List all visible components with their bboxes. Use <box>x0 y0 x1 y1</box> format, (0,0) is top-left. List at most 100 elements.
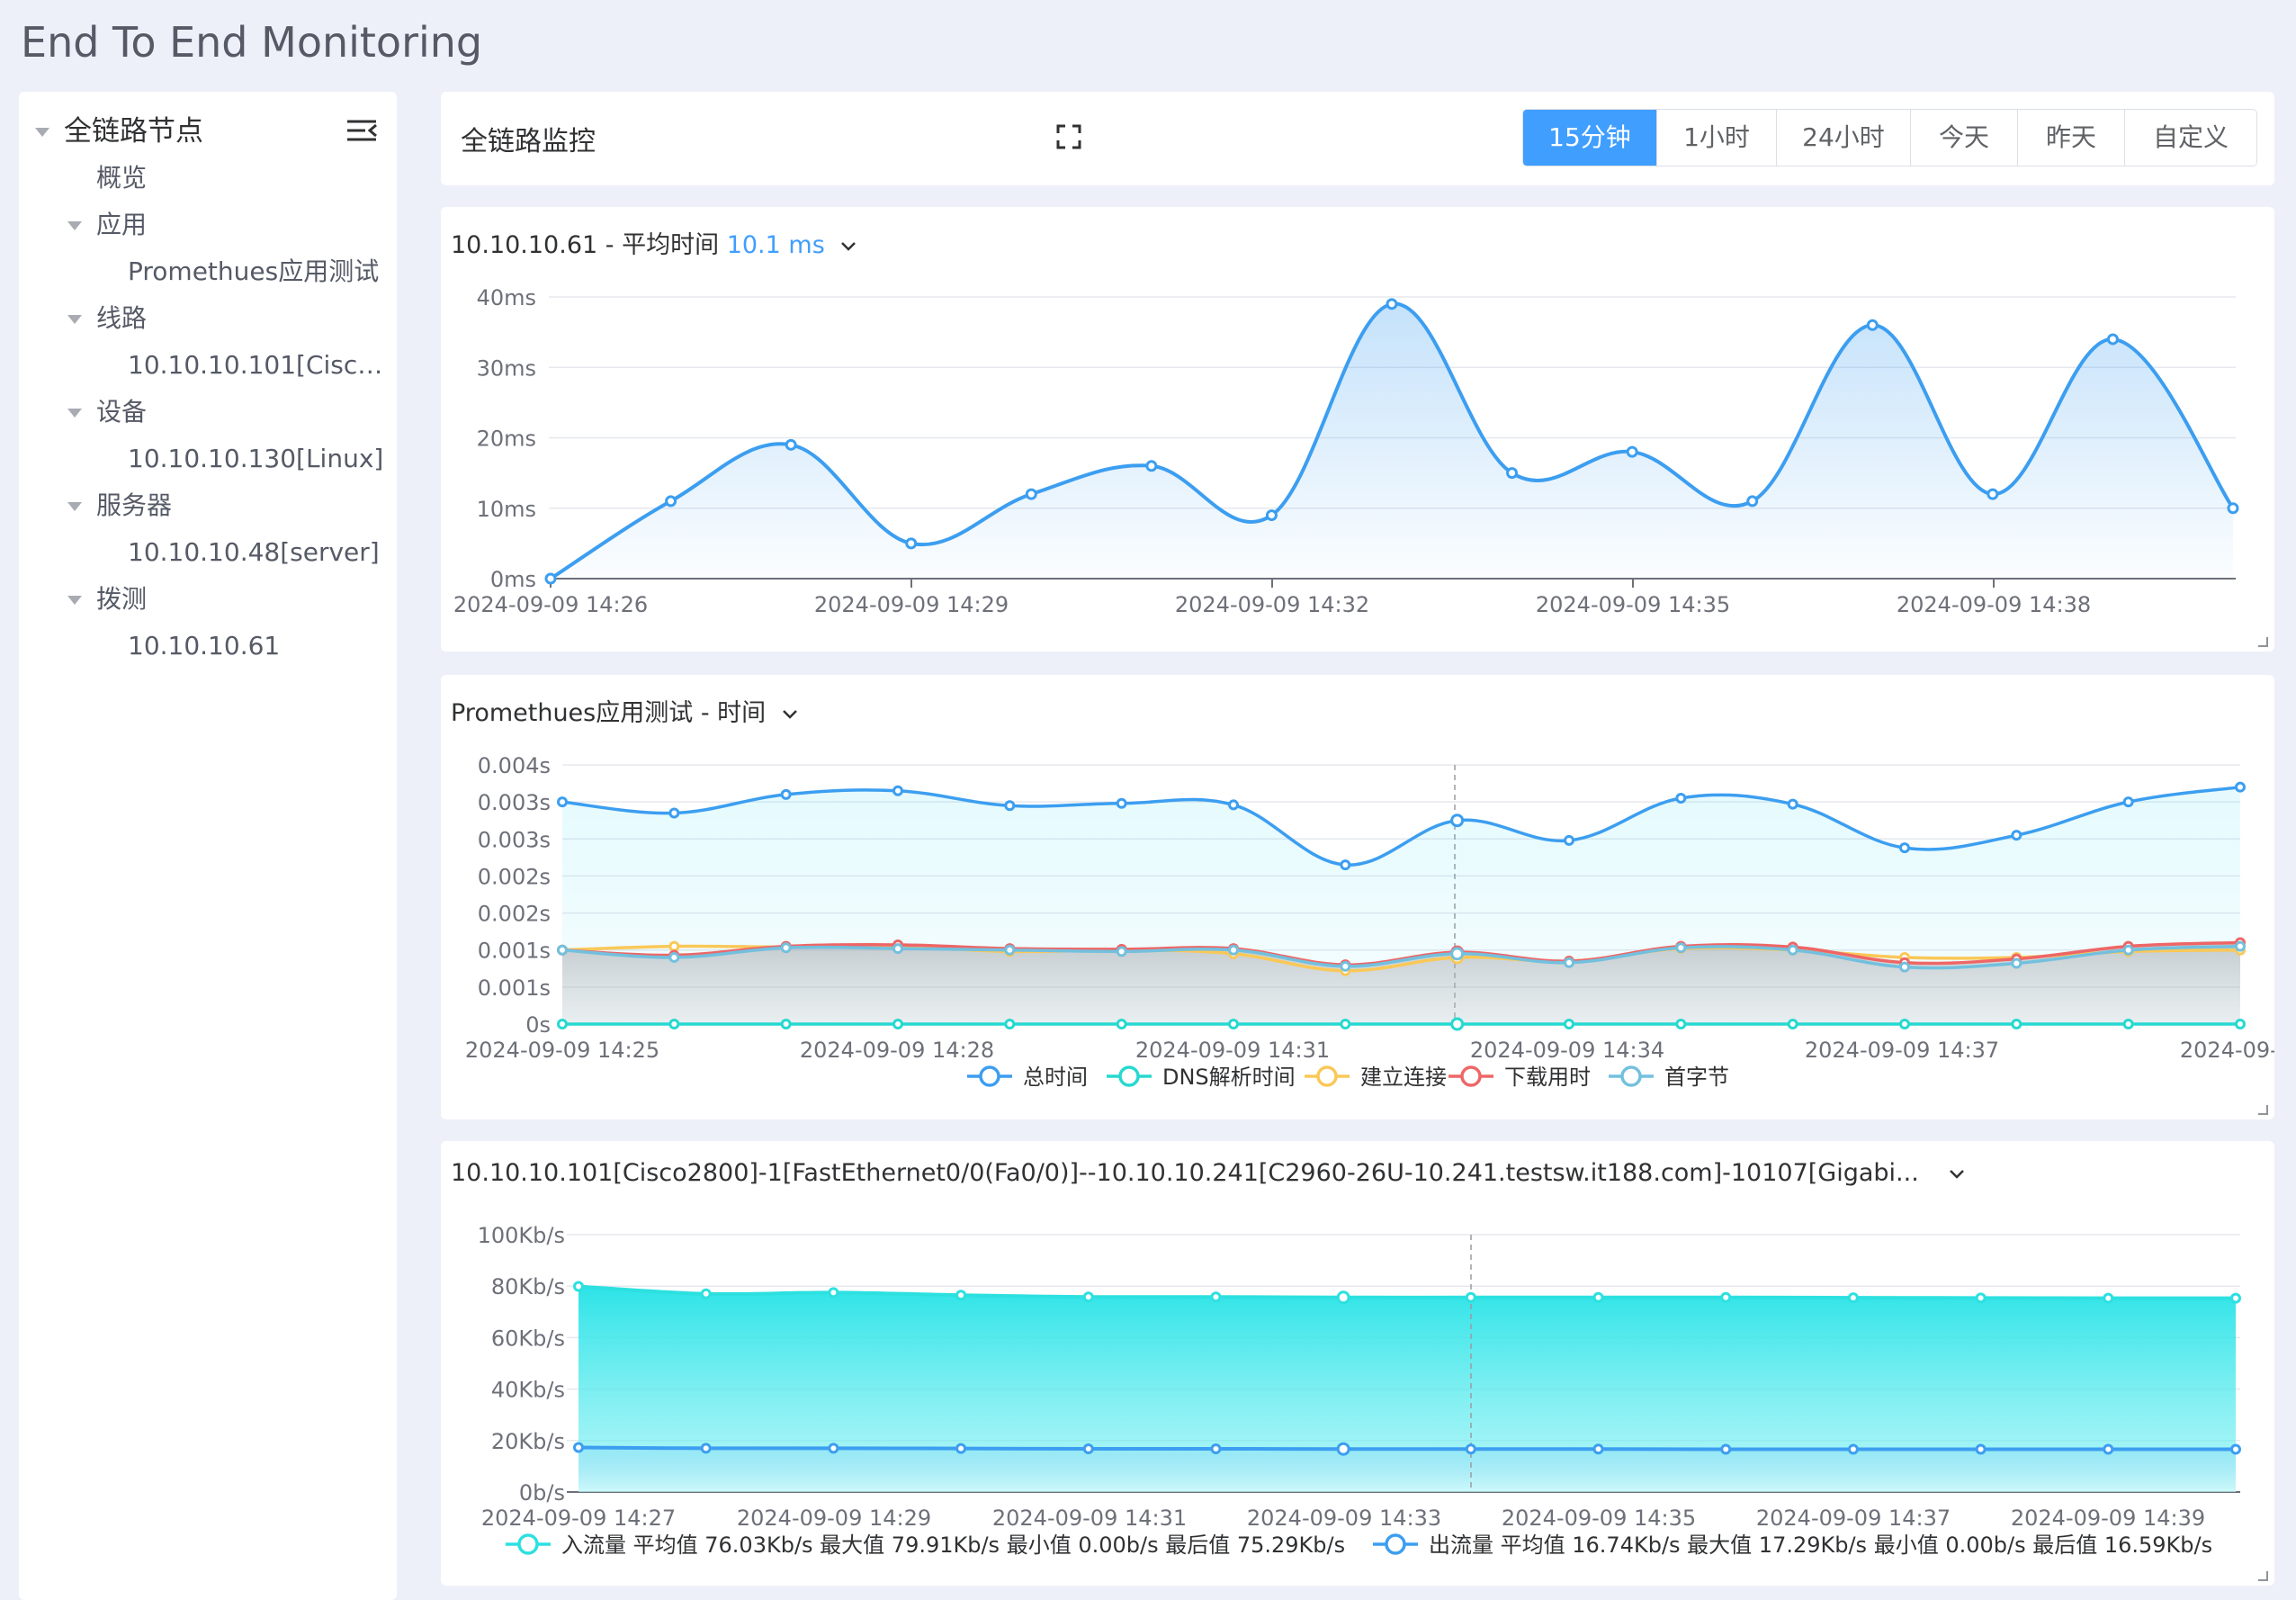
data-point[interactable] <box>1116 946 1127 957</box>
tree-item[interactable]: 拨测 <box>96 584 148 614</box>
data-point[interactable] <box>1004 1019 1016 1029</box>
data-point[interactable] <box>1866 319 1879 331</box>
data-point[interactable] <box>1228 799 1239 811</box>
data-point[interactable] <box>1340 859 1351 871</box>
data-point[interactable] <box>1975 1443 1987 1455</box>
data-point[interactable] <box>1340 1019 1351 1029</box>
data-point[interactable] <box>1004 944 1016 956</box>
resize-handle[interactable] <box>2258 1105 2268 1115</box>
data-point[interactable] <box>892 1019 903 1029</box>
data-point[interactable] <box>2011 957 2022 969</box>
data-point[interactable] <box>1025 488 1037 500</box>
data-point[interactable] <box>557 1019 568 1029</box>
tree-item[interactable]: 服务器 <box>96 490 173 520</box>
data-point[interactable] <box>1465 1443 1476 1455</box>
data-point[interactable] <box>2122 944 2134 956</box>
tree-item[interactable]: 10.10.10.61 <box>128 631 281 661</box>
data-point[interactable] <box>1899 961 1910 973</box>
data-point[interactable] <box>2122 1019 2134 1029</box>
data-point[interactable] <box>2230 1292 2241 1304</box>
data-point[interactable] <box>1116 797 1127 809</box>
data-point[interactable] <box>2227 502 2239 515</box>
data-point[interactable] <box>573 1442 584 1453</box>
data-point[interactable] <box>1450 947 1465 961</box>
data-point[interactable] <box>2235 781 2246 793</box>
data-point[interactable] <box>2103 1443 2114 1455</box>
data-point[interactable] <box>557 796 568 808</box>
data-point[interactable] <box>1987 488 1999 500</box>
data-point[interactable] <box>2122 796 2134 808</box>
data-point[interactable] <box>557 944 568 956</box>
data-point[interactable] <box>1787 944 1798 956</box>
data-point[interactable] <box>1228 944 1239 956</box>
time-range-button[interactable]: 15分钟 <box>1523 110 1657 166</box>
collapse-menu-icon[interactable] <box>345 117 378 144</box>
data-point[interactable] <box>2235 940 2246 952</box>
data-point[interactable] <box>1746 495 1759 508</box>
data-point[interactable] <box>1675 942 1687 954</box>
data-point[interactable] <box>892 943 903 955</box>
legend-item[interactable]: 入流量 平均值 76.03Kb/s 最大值 79.91Kb/s 最小值 0.00… <box>506 1533 1345 1558</box>
data-point[interactable] <box>1592 1291 1604 1303</box>
data-point[interactable] <box>1564 957 1574 968</box>
data-point[interactable] <box>1465 1291 1476 1303</box>
tree-item[interactable]: Promethues应用测试 <box>128 256 380 286</box>
data-point[interactable] <box>2106 333 2119 346</box>
data-point[interactable] <box>1592 1443 1604 1455</box>
data-point[interactable] <box>2235 1019 2246 1029</box>
chevron-down-icon[interactable] <box>35 128 49 137</box>
tree-item[interactable]: 设备 <box>96 397 148 427</box>
data-point[interactable] <box>828 1443 839 1454</box>
data-point[interactable] <box>780 942 792 954</box>
data-point[interactable] <box>1564 1019 1574 1029</box>
data-point[interactable] <box>1675 793 1687 804</box>
data-point[interactable] <box>2011 1019 2022 1029</box>
data-point[interactable] <box>1450 813 1465 828</box>
data-point[interactable] <box>955 1290 967 1301</box>
chevron-down-icon[interactable] <box>67 596 82 605</box>
data-point[interactable] <box>780 788 792 800</box>
tree-root-label[interactable]: 全链路节点 <box>64 115 203 148</box>
data-point[interactable] <box>573 1281 584 1292</box>
data-point[interactable] <box>1899 1019 1910 1029</box>
tree-item[interactable]: 10.10.10.48[server] <box>128 537 380 567</box>
data-point[interactable] <box>905 537 918 550</box>
data-point[interactable] <box>780 1019 792 1029</box>
data-point[interactable] <box>544 572 557 585</box>
resize-handle[interactable] <box>2258 637 2268 647</box>
data-point[interactable] <box>668 1019 680 1029</box>
time-range-button[interactable]: 今天 <box>1911 110 2018 166</box>
legend-item[interactable]: 下载用时 <box>1448 1065 1591 1090</box>
data-point[interactable] <box>1720 1443 1732 1455</box>
time-range-button[interactable]: 昨天 <box>2018 110 2125 166</box>
data-point[interactable] <box>665 495 677 508</box>
chevron-down-icon[interactable] <box>67 315 82 324</box>
data-point[interactable] <box>1210 1443 1222 1454</box>
data-point[interactable] <box>1145 460 1158 472</box>
legend-item[interactable]: 出流量 平均值 16.74Kb/s 最大值 17.29Kb/s 最小值 0.00… <box>1373 1533 2212 1558</box>
tree-item[interactable]: 10.10.10.101[Cisco2800]-1[FastEthernet0/… <box>128 350 388 380</box>
data-point[interactable] <box>2011 830 2022 841</box>
legend-item[interactable]: 首字节 <box>1609 1065 1729 1090</box>
data-point[interactable] <box>1265 509 1278 522</box>
time-range-button[interactable]: 自定义 <box>2125 110 2256 166</box>
data-point[interactable] <box>1847 1292 1859 1304</box>
data-point[interactable] <box>1787 1019 1798 1029</box>
data-point[interactable] <box>668 940 680 952</box>
data-point[interactable] <box>1847 1443 1859 1455</box>
data-point[interactable] <box>1336 1290 1350 1305</box>
data-point[interactable] <box>1787 798 1798 810</box>
legend-item[interactable]: DNS解析时间 <box>1107 1065 1296 1090</box>
data-point[interactable] <box>892 785 903 796</box>
data-point[interactable] <box>1720 1291 1732 1303</box>
tree-item[interactable]: 10.10.10.130[Linux] <box>128 444 384 473</box>
data-point[interactable] <box>1210 1291 1222 1303</box>
time-range-button[interactable]: 24小时 <box>1777 110 1911 166</box>
data-point[interactable] <box>1899 842 1910 854</box>
data-point[interactable] <box>2103 1292 2114 1304</box>
data-point[interactable] <box>700 1288 712 1299</box>
legend-item[interactable]: 总时间 <box>967 1065 1088 1090</box>
data-point[interactable] <box>785 438 797 451</box>
data-point[interactable] <box>1506 467 1519 480</box>
fullscreen-icon[interactable] <box>1056 124 1081 149</box>
